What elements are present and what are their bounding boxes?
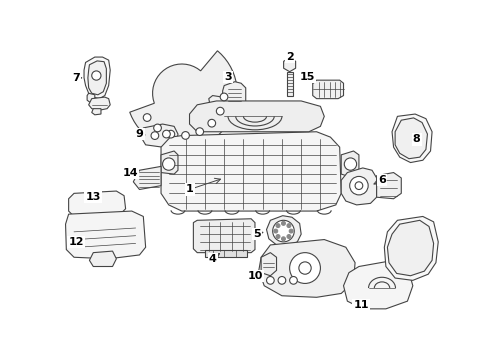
Circle shape <box>151 132 159 139</box>
Polygon shape <box>384 216 438 280</box>
Circle shape <box>290 276 297 284</box>
Polygon shape <box>190 101 324 132</box>
Circle shape <box>208 120 216 127</box>
Circle shape <box>282 237 285 241</box>
Text: 10: 10 <box>247 271 263 281</box>
Circle shape <box>182 132 189 139</box>
Text: 1: 1 <box>186 184 194 194</box>
Circle shape <box>167 130 175 138</box>
Circle shape <box>163 158 175 170</box>
Polygon shape <box>341 151 359 178</box>
Circle shape <box>267 276 274 284</box>
Polygon shape <box>228 107 242 118</box>
Polygon shape <box>69 191 125 216</box>
Polygon shape <box>287 72 293 95</box>
Circle shape <box>276 224 280 228</box>
Circle shape <box>299 262 311 274</box>
Circle shape <box>217 107 224 115</box>
Polygon shape <box>130 51 237 149</box>
Polygon shape <box>267 216 301 247</box>
Text: 4: 4 <box>209 254 217 264</box>
Text: 11: 11 <box>353 300 369 310</box>
Circle shape <box>355 182 363 189</box>
Circle shape <box>276 235 280 238</box>
Polygon shape <box>84 57 110 99</box>
Circle shape <box>163 130 171 138</box>
Circle shape <box>92 71 101 80</box>
Polygon shape <box>388 220 434 276</box>
Polygon shape <box>313 80 343 99</box>
Polygon shape <box>161 151 178 174</box>
Circle shape <box>287 235 291 238</box>
Circle shape <box>278 276 286 284</box>
Polygon shape <box>205 249 247 257</box>
Polygon shape <box>377 172 401 199</box>
Text: 15: 15 <box>300 72 315 82</box>
Polygon shape <box>161 132 341 211</box>
Polygon shape <box>141 124 178 147</box>
Circle shape <box>290 253 320 283</box>
Text: 2: 2 <box>286 52 294 62</box>
Text: 14: 14 <box>122 167 138 177</box>
Polygon shape <box>209 95 224 109</box>
Text: 12: 12 <box>69 237 84 247</box>
Text: 7: 7 <box>73 73 80 83</box>
Polygon shape <box>133 166 161 189</box>
Polygon shape <box>341 168 377 205</box>
Text: 9: 9 <box>136 129 144 139</box>
Circle shape <box>143 114 151 121</box>
Polygon shape <box>284 58 295 72</box>
Circle shape <box>154 124 161 132</box>
Polygon shape <box>66 211 146 259</box>
Circle shape <box>220 93 228 101</box>
Circle shape <box>273 220 294 242</box>
Polygon shape <box>261 253 276 276</box>
Polygon shape <box>92 109 101 115</box>
Text: 5: 5 <box>253 229 261 239</box>
Circle shape <box>287 224 291 228</box>
Polygon shape <box>87 93 95 103</box>
Polygon shape <box>194 219 255 253</box>
Circle shape <box>196 128 203 135</box>
Polygon shape <box>89 97 110 110</box>
Circle shape <box>350 176 368 195</box>
Text: 3: 3 <box>224 72 232 82</box>
Polygon shape <box>392 114 432 163</box>
Circle shape <box>282 221 285 225</box>
Polygon shape <box>222 82 245 107</box>
Polygon shape <box>343 260 413 309</box>
Polygon shape <box>88 61 106 95</box>
Text: 6: 6 <box>378 175 386 185</box>
Polygon shape <box>395 118 427 159</box>
Text: 13: 13 <box>86 192 101 202</box>
Polygon shape <box>89 251 117 266</box>
Circle shape <box>289 229 293 233</box>
Text: 8: 8 <box>413 134 420 144</box>
Circle shape <box>274 229 278 233</box>
Circle shape <box>344 158 357 170</box>
Polygon shape <box>259 239 355 297</box>
